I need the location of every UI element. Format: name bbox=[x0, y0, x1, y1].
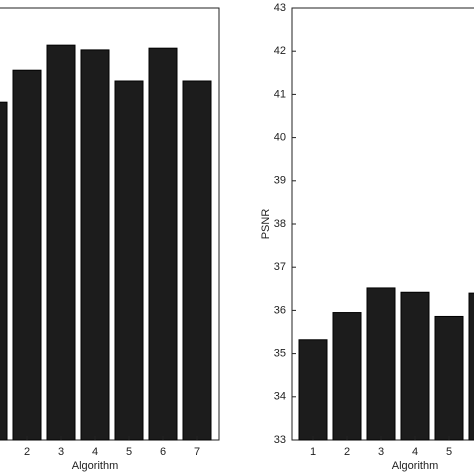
y-tick-label: 33 bbox=[274, 434, 286, 446]
x-tick-label: 6 bbox=[160, 446, 166, 458]
y-tick-label: 43 bbox=[274, 2, 286, 14]
x-tick-label: 3 bbox=[378, 446, 384, 458]
y-tick-label: 35 bbox=[274, 348, 286, 360]
bar bbox=[366, 287, 396, 441]
x-tick-label: 4 bbox=[412, 446, 418, 458]
y-tick-label: 36 bbox=[274, 304, 286, 316]
y-tick-label: 41 bbox=[274, 88, 286, 100]
x-tick-label: 2 bbox=[24, 446, 30, 458]
bar bbox=[182, 80, 212, 441]
y-tick-label: 38 bbox=[274, 218, 286, 230]
bar bbox=[46, 44, 76, 441]
x-tick-label: 5 bbox=[126, 446, 132, 458]
x-tick-label: 5 bbox=[446, 446, 452, 458]
y-axis-label: PSNR bbox=[260, 209, 272, 240]
y-tick-label: 37 bbox=[274, 261, 286, 273]
bar bbox=[114, 80, 144, 441]
bar bbox=[80, 49, 110, 441]
y-tick-label: 42 bbox=[274, 45, 286, 57]
x-tick-label: 1 bbox=[310, 446, 316, 458]
bar bbox=[468, 292, 474, 441]
x-tick-label: 2 bbox=[344, 446, 350, 458]
bar bbox=[298, 339, 328, 441]
x-tick-label: 7 bbox=[194, 446, 200, 458]
bar bbox=[434, 315, 464, 441]
y-tick-label: 40 bbox=[274, 132, 286, 144]
y-tick-label: 34 bbox=[274, 391, 286, 403]
x-tick-label: 3 bbox=[58, 446, 64, 458]
x-axis-label: Algorithm bbox=[72, 460, 118, 472]
bar bbox=[12, 69, 42, 441]
bar bbox=[148, 47, 178, 441]
x-axis-label: Algorithm bbox=[392, 460, 438, 472]
x-tick-label: 4 bbox=[92, 446, 98, 458]
bar bbox=[332, 312, 362, 441]
bar bbox=[0, 101, 8, 441]
y-tick-label: 39 bbox=[274, 175, 286, 187]
bar bbox=[400, 291, 430, 441]
